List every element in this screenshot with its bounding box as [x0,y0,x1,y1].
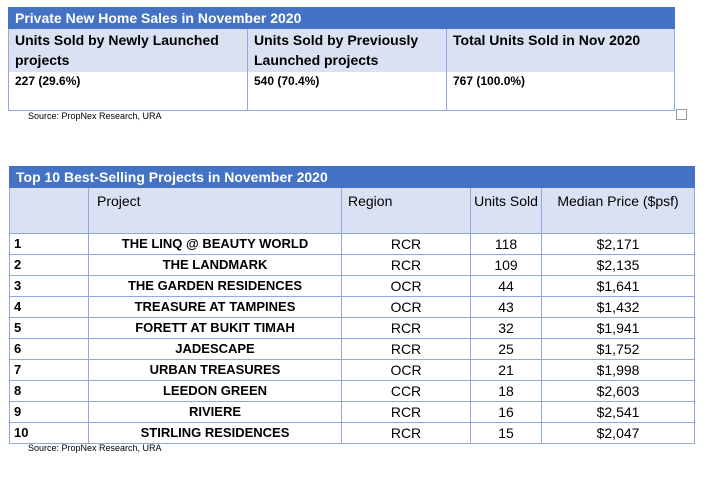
region-cell: OCR [341,359,471,381]
median-price-cell: $1,641 [540,275,696,297]
units-sold-cell: 32 [470,317,542,339]
units-sold-cell: 16 [470,401,542,423]
units-sold-cell: 109 [470,254,542,276]
new-home-sales-table: Private New Home Sales in November 2020 … [7,7,676,111]
units-sold-cell: 25 [470,338,542,360]
table-row: 5 FORETT AT BUKIT TIMAH RCR 32 $1,941 [9,317,696,339]
region-cell: RCR [341,233,471,255]
rank-cell: 5 [9,317,89,339]
units-sold-cell: 18 [470,380,542,402]
table-title-row: Private New Home Sales in November 2020 [7,7,676,29]
header-total-units: Total Units Sold in Nov 2020 [445,28,676,72]
table-row: 6 JADESCAPE RCR 25 $1,752 [9,338,696,360]
region-cell: RCR [341,338,471,360]
header-project: Project [88,187,342,234]
table-row: 1 THE LINQ @ BEAUTY WORLD RCR 118 $2,171 [9,233,696,255]
table-row: 7 URBAN TREASURES OCR 21 $1,998 [9,359,696,381]
median-price-cell: $1,432 [540,296,696,318]
project-cell: FORETT AT BUKIT TIMAH [88,317,342,339]
region-cell: CCR [341,380,471,402]
project-cell: JADESCAPE [88,338,342,360]
table-row: 10 STIRLING RESIDENCES RCR 15 $2,047 [9,422,696,444]
project-cell: LEEDON GREEN [88,380,342,402]
units-sold-cell: 43 [470,296,542,318]
table-header-row: Project Region Units Sold Median Price (… [9,187,696,234]
project-cell: RIVIERE [88,401,342,423]
median-price-cell: $2,047 [540,422,696,444]
rank-cell: 2 [9,254,89,276]
region-cell: OCR [341,296,471,318]
table-row: 9 RIVIERE RCR 16 $2,541 [9,401,696,423]
project-cell: THE LINQ @ BEAUTY WORLD [88,233,342,255]
header-previously-launched: Units Sold by Previously Launched projec… [247,28,447,72]
table-title: Top 10 Best-Selling Projects in November… [8,166,696,188]
units-sold-cell: 15 [470,422,542,444]
rank-cell: 7 [9,359,89,381]
units-sold-cell: 44 [470,275,542,297]
median-price-cell: $2,135 [540,254,696,276]
top-projects-table: Top 10 Best-Selling Projects in November… [8,166,696,444]
header-region: Region [341,187,471,234]
value-previously-launched: 540 (70.4%) [247,72,447,111]
header-rank [9,187,89,234]
table-header-row: Units Sold by Newly Launched projects Un… [8,28,676,72]
header-units-sold: Units Sold [470,187,542,234]
median-price-cell: $1,998 [540,359,696,381]
table-row: 8 LEEDON GREEN CCR 18 $2,603 [9,380,696,402]
project-cell: URBAN TREASURES [88,359,342,381]
rank-cell: 1 [9,233,89,255]
project-cell: THE GARDEN RESIDENCES [88,275,342,297]
region-cell: OCR [341,275,471,297]
table-row: 227 (29.6%) 540 (70.4%) 767 (100.0%) [8,72,676,111]
rank-cell: 4 [9,296,89,318]
rank-cell: 8 [9,380,89,402]
rank-cell: 6 [9,338,89,360]
header-median-price: Median Price ($psf) [540,187,696,234]
project-cell: STIRLING RESIDENCES [88,422,342,444]
table-title: Private New Home Sales in November 2020 [7,7,676,29]
rank-cell: 9 [9,401,89,423]
median-price-cell: $1,752 [540,338,696,360]
region-cell: RCR [341,254,471,276]
region-cell: RCR [341,422,471,444]
table-row: 2 THE LANDMARK RCR 109 $2,135 [9,254,696,276]
source-note: Source: PropNex Research, URA [28,443,162,453]
median-price-cell: $2,603 [540,380,696,402]
region-cell: RCR [341,401,471,423]
value-newly-launched: 227 (29.6%) [8,72,248,111]
project-cell: TREASURE AT TAMPINES [88,296,342,318]
value-total-units: 767 (100.0%) [445,72,676,111]
rank-cell: 3 [9,275,89,297]
median-price-cell: $2,171 [540,233,696,255]
units-sold-cell: 21 [470,359,542,381]
table-row: 4 TREASURE AT TAMPINES OCR 43 $1,432 [9,296,696,318]
table-body: 1 THE LINQ @ BEAUTY WORLD RCR 118 $2,171 2 THE… [9,233,696,444]
table-resize-handle[interactable] [676,109,687,120]
table-row: 3 THE GARDEN RESIDENCES OCR 44 $1,641 [9,275,696,297]
units-sold-cell: 118 [470,233,542,255]
project-cell: THE LANDMARK [88,254,342,276]
region-cell: RCR [341,317,471,339]
source-note: Source: PropNex Research, URA [28,111,162,121]
median-price-cell: $1,941 [540,317,696,339]
table-title-row: Top 10 Best-Selling Projects in November… [8,166,696,188]
header-newly-launched: Units Sold by Newly Launched projects [8,28,248,72]
rank-cell: 10 [9,422,89,444]
median-price-cell: $2,541 [540,401,696,423]
